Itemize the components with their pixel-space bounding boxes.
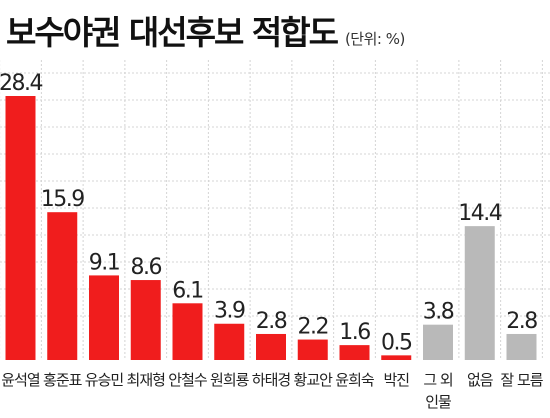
category-label-9: 윤희숙 [335, 371, 374, 389]
bar-3 [89, 275, 119, 360]
value-label-9: 1.6 [339, 320, 370, 345]
bar-1 [5, 96, 36, 360]
bar-4 [130, 280, 161, 360]
category-label-12: 없음 [467, 371, 493, 389]
unit-note: (단위: %) [344, 30, 405, 48]
category-label-10: 박진 [383, 371, 409, 389]
value-label-6: 3.9 [214, 299, 245, 324]
category-label-1: 윤석열 [1, 371, 40, 389]
category-label-11-line-1: 그 외 [423, 371, 452, 389]
bar-8 [297, 339, 328, 360]
chart-header: 보수야권 대선후보 적합도 (단위: %) [6, 6, 405, 52]
bar-5 [172, 303, 203, 360]
category-label-4: 최재형 [127, 371, 165, 389]
value-label-7: 2.8 [256, 309, 287, 334]
bar-11 [423, 324, 453, 360]
category-label-6: 원희룡 [210, 371, 250, 389]
bar-12 [464, 226, 495, 360]
value-label-10: 0.5 [381, 330, 412, 355]
value-label-12: 14.4 [458, 201, 501, 226]
bar-13 [506, 333, 537, 360]
value-label-5: 6.1 [172, 278, 203, 303]
value-label-8: 2.2 [298, 315, 329, 340]
bar-7 [256, 333, 286, 360]
value-label-1: 28.4 [0, 71, 42, 96]
category-label-8: 황교안 [294, 371, 334, 389]
value-label-11: 3.8 [423, 300, 454, 325]
bar-9 [339, 345, 370, 360]
value-label-4: 8.6 [131, 255, 162, 280]
category-label-2: 홍준표 [43, 371, 83, 389]
value-label-3: 9.1 [89, 250, 120, 275]
bar-6 [214, 323, 245, 360]
category-label-7: 하태경 [252, 371, 290, 389]
value-label-2: 15.9 [41, 187, 84, 212]
category-label-3: 유승민 [85, 371, 124, 389]
value-label-13: 2.8 [506, 309, 537, 334]
category-label-11-line-2: 인물 [425, 393, 451, 411]
chart-title: 보수야권 대선후보 적합도 [6, 13, 339, 52]
bar-2 [47, 212, 78, 360]
category-label-13: 잘 모름 [500, 371, 543, 389]
category-label-5: 안철수 [168, 371, 207, 389]
bar-10 [381, 355, 412, 360]
